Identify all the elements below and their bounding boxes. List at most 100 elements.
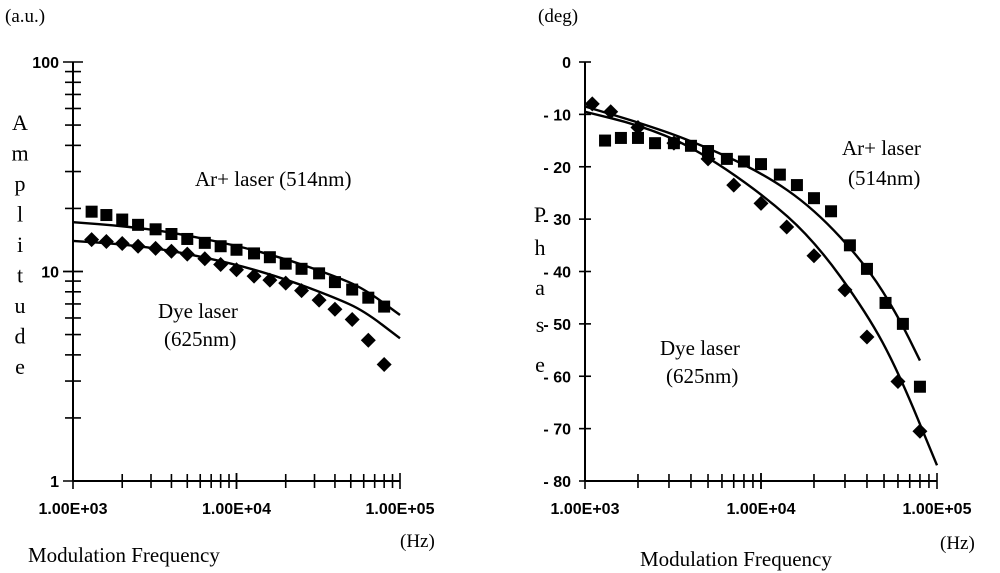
phase-ar-label-line: Ar+ laser [842,136,921,160]
amplitude-point-ar [132,218,145,231]
amplitude-point-ar [165,228,178,241]
phase-point-ar [649,137,662,150]
amplitude-point-ar [85,205,98,218]
phase-axis-label-letter: a [535,275,545,300]
amplitude-point-dye [327,301,343,317]
phase-point-ar [720,152,733,165]
amplitude-point-ar [149,223,162,236]
amplitude-x-tick-label: 1.00E+03 [39,501,108,518]
amplitude-point-ar [198,236,211,249]
amplitude-point-ar [230,243,243,256]
phase-y-tick-label: - 50 [543,317,571,334]
phase-point-dye [603,104,619,120]
phase-point-dye [779,219,795,235]
amplitude-axis-label-letter: d [15,324,26,349]
phase-point-dye [584,96,600,112]
phase-point-ar [790,179,803,192]
phase-point-ar [860,262,873,275]
phase-x-unit: (Hz) [940,533,975,554]
phase-point-dye [753,195,769,211]
amplitude-point-dye [229,262,244,278]
phase-point-ar [755,158,767,171]
phase-point-ar [913,380,926,393]
amplitude-x-unit: (Hz) [400,531,435,552]
phase-x-tick-label: 1.00E+03 [551,501,620,518]
amplitude-dye-label-line: Dye laser [158,299,238,323]
amplitude-data-points [84,205,392,372]
phase-point-ar [843,239,856,252]
amplitude-dye-label-line: (625nm) [164,327,236,351]
phase-point-ar [773,168,786,181]
amplitude-axis-label-letter: u [15,293,26,318]
phase-point-dye [859,329,875,345]
amplitude-x-axis-label: Modulation Frequency [28,543,220,567]
amplitude-point-ar [116,213,129,226]
phase-axes: 0 - 10 - 20 - 30 - 40 - 50 - 60 - 70 - 80 1.00E+0… [543,55,971,518]
phase-y-tick-label: - 20 [543,160,571,177]
phase-point-ar [825,205,838,218]
phase-y-tick-label: - 80 [543,474,571,491]
amplitude-axis-label-letter: A [12,110,28,135]
amplitude-point-dye [344,312,360,328]
phase-fit-ar [584,105,922,362]
amplitude-point-dye [163,243,179,259]
amplitude-point-dye [84,232,100,248]
amplitude-point-ar [362,291,375,304]
amplitude-point-dye [130,238,146,254]
phase-axis-label-letter: s [536,312,545,337]
phase-axis-label-letter: P [534,202,546,227]
phase-dye-label-line: (625nm) [666,364,738,388]
amplitude-unit-label: (a.u.) [5,6,45,27]
phase-ar-laser-label: Ar+ laser (514nm) [842,136,921,190]
amplitude-axis-label-letter: p [15,171,26,196]
phase-point-ar [807,192,820,205]
amplitude-point-ar [181,232,194,245]
amplitude-axis-label-letter: t [17,263,23,288]
phase-fit-curves [584,105,939,466]
phase-point-dye [666,135,682,151]
phase-y-tick-label: - 10 [543,107,571,124]
amplitude-x-tick-label: 1.00E+05 [366,501,435,518]
phase-y-tick-label: - 70 [543,422,571,439]
phase-point-ar [879,296,892,309]
phase-x-tick-label: 1.00E+05 [903,501,972,518]
phase-axis-label-letter: e [535,352,545,377]
phase-point-dye [726,177,742,193]
phase-x-axis-label: Modulation Frequency [640,547,832,571]
amplitude-point-ar [313,267,326,280]
phase-point-dye [890,373,906,389]
amplitude-ar-laser-label: Ar+ laser (514nm) [195,167,351,191]
phase-dye-label-line: Dye laser [660,336,740,360]
amplitude-y-tick-label: 10 [41,265,59,282]
phase-point-ar [896,317,909,330]
amplitude-x-tick-label: 1.00E+04 [202,501,271,518]
phase-unit-label: (deg) [538,6,578,27]
phase-y-tick-label: - 40 [543,265,571,282]
amplitude-axis-label-letter: e [15,354,25,379]
amplitude-point-dye [246,268,262,284]
amplitude-point-ar [279,257,292,270]
amplitude-point-ar [378,300,391,313]
amplitude-dye-laser-label: Dye laser (625nm) [158,299,238,351]
amplitude-y-tick-label: 100 [32,55,59,72]
amplitude-point-ar [295,262,308,275]
amplitude-point-ar [100,209,113,222]
amplitude-point-ar [263,251,276,264]
amplitude-y-tick-label: 1 [50,474,59,491]
amplitude-point-dye [376,356,392,372]
phase-point-dye [700,151,716,167]
phase-x-tick-label: 1.00E+04 [727,501,796,518]
phase-point-ar [599,134,612,147]
phase-y-tick-label: - 30 [543,212,571,229]
amplitude-point-dye [179,246,195,262]
phase-ar-label-line: (514nm) [848,166,920,190]
amplitude-axis-label-letter: m [11,141,28,166]
amplitude-point-ar [346,283,359,296]
amplitude-point-dye [262,272,278,288]
phase-data-points [584,96,928,439]
amplitude-point-dye [311,292,327,308]
